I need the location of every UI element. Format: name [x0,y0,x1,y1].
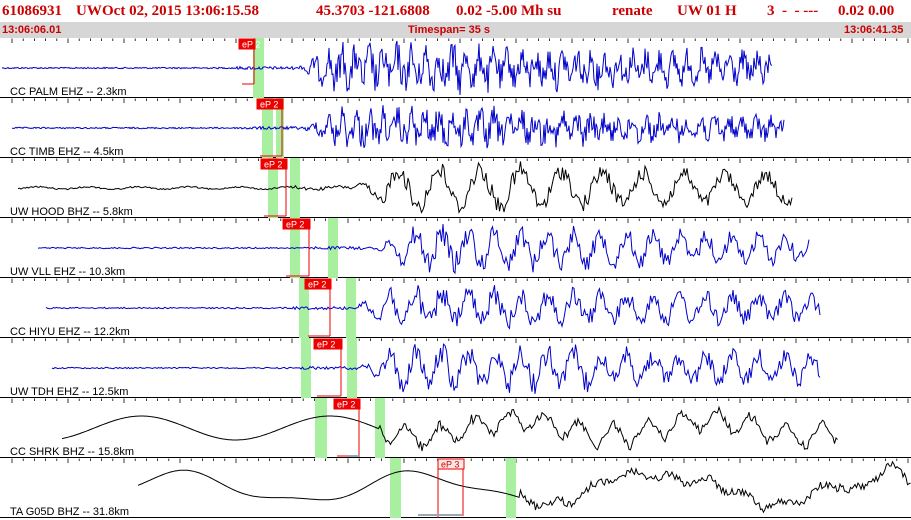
pick-flag[interactable] [238,38,256,50]
network-code: UW [76,3,102,19]
event-quality: 3 - - --- [767,3,819,19]
pick-window[interactable] [390,458,401,518]
station-row[interactable]: eP 2 CC SHRK BHZ -- 15.8km [0,398,911,458]
channel-label: UW TDH EHZ -- 12.5km [10,386,128,398]
pick-label: eP 2 [337,400,355,410]
station-row[interactable]: eP 2 UW HOOD BHZ -- 5.8km [0,158,911,218]
seismogram-panel[interactable]: eP 2 CC PALM EHZ -- 2.3km eP 2 CC TIMB EHZ … [0,38,911,520]
waveform-trace[interactable] [37,224,810,275]
amplitude-marker [418,514,462,516]
channel-label: CC HIYU EHZ -- 12.2km [10,326,130,338]
waveform-trace[interactable] [51,343,821,394]
waveform-trace[interactable] [61,405,838,452]
waveform-trace[interactable] [45,285,821,330]
pick-flag[interactable] [260,158,288,170]
pick-label: eP 2 [264,160,282,170]
station-row[interactable]: eP 2 CC PALM EHZ -- 2.3km [0,38,911,98]
channel-label: CC TIMB EHZ -- 4.5km [10,146,123,158]
pick-window[interactable] [506,458,516,518]
station-row[interactable]: eP 3 TA G05D BHZ -- 31.8km [0,458,911,518]
station-row[interactable]: eP 2 UW TDH EHZ -- 12.5km [0,338,911,398]
event-location: 45.3703 -121.6808 [316,3,430,19]
station-row[interactable]: eP 2 UW VLL EHZ -- 10.3km [0,218,911,278]
channel-label: UW HOOD BHZ -- 5.8km [10,206,133,218]
event-magnitude: 0.02 -5.00 Mh su [456,3,562,19]
amplitude-marker [348,455,360,457]
time-bar: 13:06:06.01 Timespan= 35 s 13:06:41.35 [0,22,911,38]
waveform-trace[interactable] [137,460,911,514]
pick-window[interactable] [315,398,327,458]
station-row[interactable]: eP 2 CC HIYU EHZ -- 12.2km [0,278,911,338]
channel-label: UW VLL EHZ -- 10.3km [10,266,125,278]
start-time: 13:06:06.01 [2,24,62,36]
pick-label: eP 2 [286,220,304,230]
pick-label: eP 3 [441,460,459,470]
pick-flag[interactable] [437,458,465,470]
channel-label: CC PALM EHZ -- 2.3km [10,86,127,98]
pick-flag[interactable] [313,338,343,350]
pick-label: eP 2 [242,40,260,50]
analyst-name: renate [612,3,653,19]
waveform-trace[interactable] [1,40,773,96]
pick-flag[interactable] [333,398,361,410]
pick-window[interactable] [347,338,357,398]
event-header: 61086931 UW Oct 02, 2015 13:06:15.58 45.… [0,0,911,22]
station-row[interactable]: eP 2 CC TIMB EHZ -- 4.5km [0,98,911,158]
pick-label: eP 2 [317,340,335,350]
event-id: 61086931 [2,3,62,19]
channel-label: CC SHRK BHZ -- 15.8km [10,446,134,458]
pick-flag[interactable] [304,278,332,290]
pick-window[interactable] [290,158,300,218]
waveform-trace[interactable] [17,161,793,214]
pick-window[interactable] [375,398,385,458]
timespan: Timespan= 35 s [408,24,491,36]
pick-flag[interactable] [256,98,284,110]
pick-window[interactable] [301,338,311,398]
waveform-trace[interactable] [11,105,785,149]
pick-label: eP 2 [308,280,326,290]
event-source: UW 01 H [677,3,737,19]
pick-flag[interactable] [282,218,311,230]
channel-label: TA G05D BHZ -- 31.8km [10,506,129,518]
event-residual: 0.02 0.00 [838,3,895,19]
pick-label: eP 2 [260,100,278,110]
end-time: 13:06:41.35 [844,24,904,36]
event-datetime: Oct 02, 2015 13:06:15.58 [102,3,260,19]
pick-window[interactable] [328,218,338,278]
